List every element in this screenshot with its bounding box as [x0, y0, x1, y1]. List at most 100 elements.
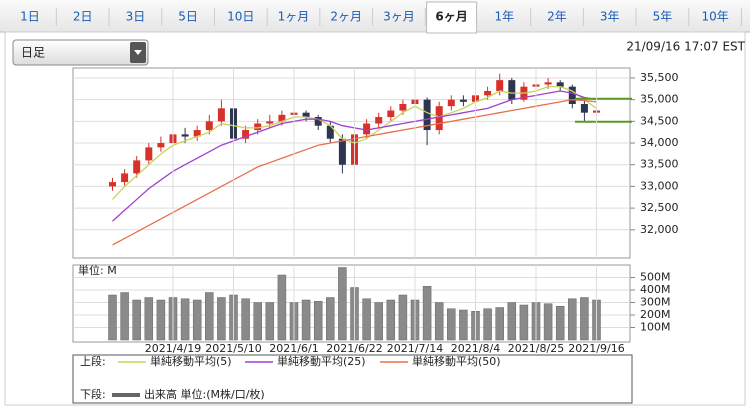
candle-body: [242, 130, 250, 139]
legend-label: 単純移動平均(5): [150, 354, 232, 368]
volume-bar: [519, 304, 529, 341]
candle-body: [326, 125, 334, 139]
candle-body: [496, 80, 504, 91]
candle-body: [278, 114, 286, 122]
y-tick-label: 35,500: [640, 71, 679, 84]
candle-body: [121, 173, 129, 183]
x-tick-label: 2021/4/19: [145, 342, 201, 355]
volume-bar: [386, 299, 396, 341]
tab-bar: [0, 0, 750, 32]
candle-body: [254, 123, 262, 131]
y-tick-label: 100M: [640, 321, 671, 334]
candle-body: [375, 117, 383, 124]
volume-bar: [447, 308, 456, 341]
period-select[interactable]: 日足: [12, 39, 149, 66]
legend-heading: 上段:: [80, 354, 106, 368]
volume-bar: [459, 309, 468, 341]
y-tick-label: 34,500: [640, 114, 679, 127]
volume-bar: [313, 301, 323, 341]
volume-bar: [265, 302, 275, 341]
candle-body: [435, 106, 443, 131]
volume-bar: [398, 294, 408, 341]
volume-bar: [362, 298, 371, 341]
volume-bar: [374, 302, 383, 341]
tab[interactable]: 3ヶ月: [383, 10, 415, 24]
y-tick-label: 400M: [640, 283, 671, 296]
candle-body: [459, 99, 467, 102]
volume-bar: [338, 267, 347, 341]
tab[interactable]: 2ヶ月: [330, 10, 362, 24]
candle-body: [314, 117, 322, 126]
candle-body: [109, 182, 116, 187]
volume-bar: [241, 298, 250, 341]
candle-body: [338, 138, 346, 165]
legend-heading: 下段:: [80, 387, 106, 401]
volume-bar: [108, 294, 117, 341]
volume-bar: [253, 302, 262, 341]
x-tick-label: 2021/5/10: [205, 342, 261, 355]
volume-bar: [434, 302, 444, 341]
tab[interactable]: 6ヶ月: [435, 10, 467, 24]
timestamp: 21/09/16 17:07 EST: [626, 40, 745, 54]
y-tick-label: 33,500: [640, 158, 679, 171]
volume-bar: [180, 298, 190, 341]
tab[interactable]: 5日: [178, 10, 198, 24]
tab[interactable]: 2年: [547, 10, 567, 24]
y-tick-label: 32,500: [640, 201, 679, 214]
candle-body: [181, 134, 189, 137]
candle-body: [266, 121, 274, 124]
volume-bar: [543, 303, 553, 341]
volume-bar: [205, 292, 214, 341]
unit-label: 単位: M: [78, 263, 117, 277]
legend-label: 単純移動平均(25): [277, 354, 366, 368]
tab-active-bg: [426, 1, 478, 34]
x-tick-label: 2021/8/25: [508, 342, 564, 355]
legend: [72, 354, 633, 404]
legend-label: 単純移動平均(50): [412, 354, 501, 368]
candle-body: [423, 99, 431, 131]
y-tick-label: 200M: [640, 308, 671, 321]
candle-body: [205, 121, 213, 131]
tab[interactable]: 1年: [494, 10, 514, 24]
tab[interactable]: 1日: [20, 10, 40, 24]
candle-body: [568, 86, 576, 105]
candle-body: [363, 123, 371, 135]
volume-bar: [132, 299, 141, 341]
candle-body: [133, 160, 141, 174]
period-select-label: 日足: [21, 46, 45, 60]
y-tick-label: 33,000: [640, 179, 679, 192]
y-tick-label: 34,000: [640, 136, 679, 149]
x-tick-label: 2021/6/1: [269, 342, 318, 355]
x-tick-label: 2021/9/16: [568, 342, 624, 355]
tab[interactable]: 1ヶ月: [278, 10, 310, 24]
x-tick-label: 2021/6/22: [326, 342, 382, 355]
tab[interactable]: 3年: [600, 10, 620, 24]
x-tick-label: 2021/7/14: [387, 342, 443, 355]
volume-bar: [568, 298, 577, 341]
volume-bar: [301, 299, 311, 341]
x-tick-label: 2021/8/4: [451, 342, 500, 355]
volume-bar: [555, 306, 565, 341]
tab[interactable]: 3日: [126, 10, 146, 24]
candle-body: [580, 104, 588, 113]
candle-body: [217, 108, 225, 122]
tab[interactable]: 5年: [653, 10, 673, 24]
volume-bar: [217, 297, 226, 341]
y-tick-label: 300M: [640, 296, 671, 309]
tab[interactable]: 10年: [701, 10, 728, 24]
volume-bar: [120, 292, 129, 341]
legend-label: 出来高 単位:(M株/口/枚): [144, 387, 265, 401]
volume-bar: [277, 274, 287, 341]
tab[interactable]: 10日: [227, 10, 254, 24]
volume-bar: [483, 308, 492, 341]
volume-bar: [422, 286, 432, 341]
candle-body: [484, 90, 492, 96]
tab[interactable]: 2日: [73, 10, 93, 24]
candle-body: [544, 82, 552, 85]
volume-bar: [156, 299, 166, 341]
candle-body: [302, 112, 310, 118]
candle-body: [157, 143, 165, 148]
candle-body: [399, 104, 407, 111]
